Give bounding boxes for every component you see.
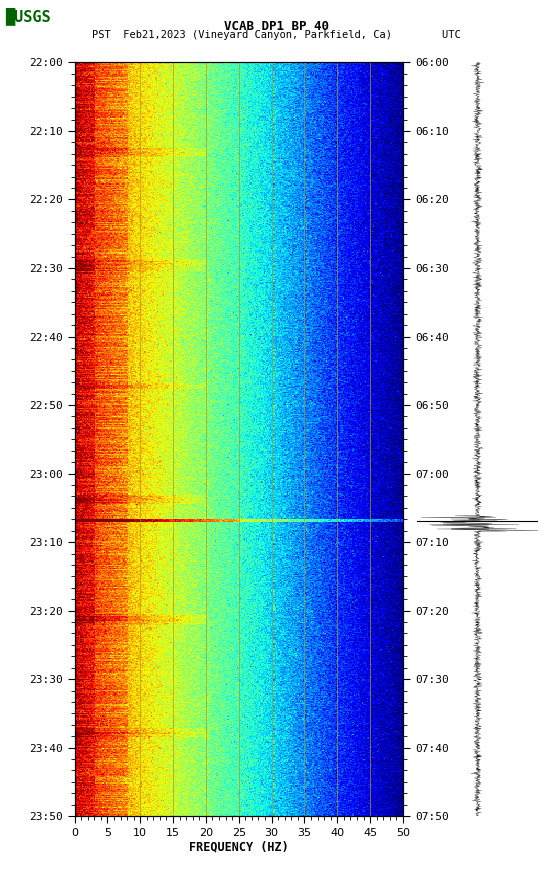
X-axis label: FREQUENCY (HZ): FREQUENCY (HZ): [189, 841, 289, 854]
Text: PST  Feb21,2023 (Vineyard Canyon, Parkfield, Ca)        UTC: PST Feb21,2023 (Vineyard Canyon, Parkfie…: [92, 30, 460, 40]
Text: █USGS: █USGS: [6, 7, 51, 25]
Text: VCAB DP1 BP 40: VCAB DP1 BP 40: [224, 20, 328, 33]
